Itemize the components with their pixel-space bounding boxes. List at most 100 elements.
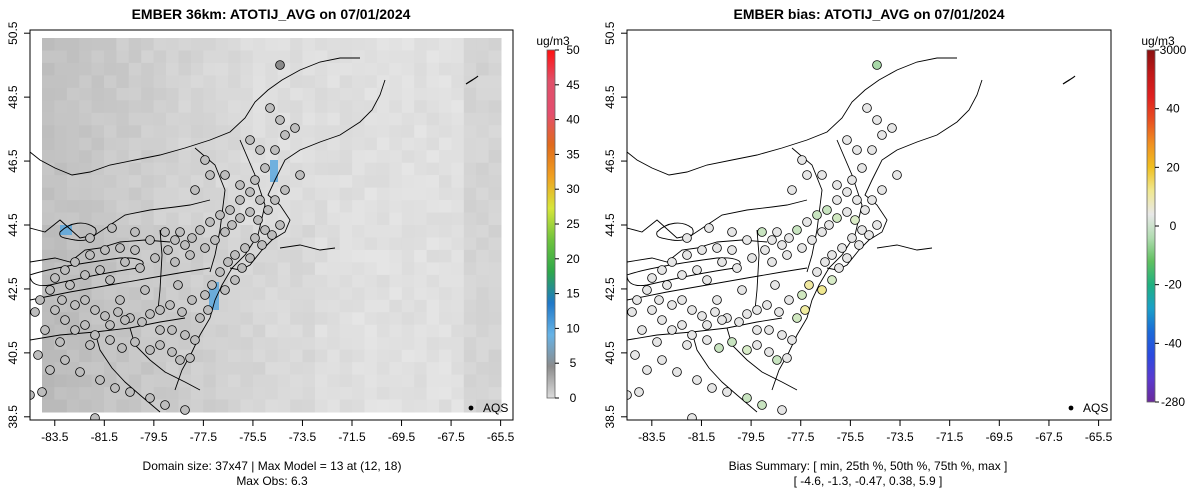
heatmap-cell bbox=[339, 87, 353, 101]
heatmap-cell bbox=[203, 100, 217, 114]
heatmap-cell bbox=[215, 50, 229, 64]
heatmap-cell bbox=[389, 137, 403, 151]
site-point bbox=[774, 307, 784, 317]
heatmap-cell bbox=[401, 87, 415, 101]
y-tick-label: 44.5 bbox=[603, 213, 617, 237]
heatmap-cell bbox=[228, 324, 241, 338]
heatmap-cell bbox=[389, 38, 403, 51]
heatmap-cell bbox=[451, 100, 465, 114]
site-point bbox=[275, 60, 285, 70]
heatmap-cell bbox=[203, 62, 217, 76]
heatmap-cell bbox=[66, 62, 80, 76]
heatmap-cell bbox=[414, 399, 428, 413]
heatmap-cell bbox=[314, 287, 328, 301]
heatmap-cell bbox=[451, 324, 465, 338]
heatmap-cell bbox=[290, 349, 303, 363]
heatmap-cell bbox=[426, 237, 440, 251]
heatmap-cell bbox=[116, 100, 130, 114]
site-point bbox=[173, 280, 183, 290]
heatmap-cell bbox=[488, 125, 502, 139]
site-point bbox=[714, 343, 724, 353]
heatmap-cell bbox=[401, 100, 415, 114]
heatmap-cell bbox=[252, 112, 266, 126]
site-point bbox=[817, 170, 827, 180]
site-point bbox=[702, 275, 712, 285]
heatmap-cell bbox=[79, 374, 93, 388]
heatmap-cell bbox=[426, 50, 440, 64]
colorbar-ramp bbox=[1146, 49, 1156, 403]
heatmap-cell bbox=[166, 399, 179, 413]
heatmap-cell bbox=[228, 312, 241, 326]
site-point bbox=[727, 337, 737, 347]
heatmap-cell bbox=[376, 175, 390, 189]
heatmap-cell bbox=[66, 200, 80, 214]
heatmap-cell bbox=[451, 237, 465, 251]
heatmap-cell bbox=[265, 274, 279, 288]
heatmap-cell bbox=[265, 362, 279, 376]
site-point bbox=[50, 273, 60, 283]
heatmap-cell bbox=[79, 62, 93, 76]
heatmap-cell bbox=[364, 75, 378, 89]
site-point bbox=[160, 227, 170, 237]
heatmap-cell bbox=[290, 374, 303, 388]
heatmap-cell bbox=[290, 100, 303, 114]
heatmap-cell bbox=[178, 62, 192, 76]
heatmap-cell bbox=[277, 387, 291, 401]
heatmap-cell bbox=[91, 50, 105, 64]
heatmap-cell bbox=[414, 125, 428, 139]
colorbar-tick-label: 30 bbox=[566, 182, 580, 196]
colorbar-tick-label: 0 bbox=[1170, 219, 1177, 233]
colorbar-tick-label: 10 bbox=[566, 321, 580, 335]
heatmap-cell bbox=[376, 100, 390, 114]
heatmap-cell bbox=[401, 225, 415, 238]
site-point bbox=[85, 340, 95, 350]
heatmap-cell bbox=[290, 312, 303, 326]
x-tick-label: -67.5 bbox=[437, 430, 465, 444]
heatmap-cell bbox=[104, 362, 117, 376]
heatmap-cell bbox=[54, 150, 68, 164]
heatmap-cell bbox=[215, 349, 229, 363]
heatmap-cell bbox=[401, 362, 415, 376]
island-outline bbox=[1062, 75, 1076, 85]
heatmap-cell bbox=[91, 100, 105, 114]
site-point bbox=[637, 325, 647, 335]
heatmap-cell bbox=[439, 362, 452, 376]
heatmap-cell bbox=[389, 362, 403, 376]
site-point bbox=[704, 223, 714, 233]
heatmap-cell bbox=[178, 38, 192, 51]
x-tick-label: -83.5 bbox=[638, 430, 666, 444]
heatmap-cell bbox=[339, 200, 353, 214]
heatmap-cell bbox=[426, 312, 440, 326]
heatmap-cell bbox=[116, 274, 130, 288]
heatmap-cell bbox=[414, 212, 428, 226]
heatmap-cell bbox=[339, 287, 353, 301]
heatmap-cell bbox=[426, 299, 440, 313]
heatmap-cell bbox=[463, 100, 477, 114]
heatmap-cell bbox=[414, 200, 428, 214]
site-point bbox=[642, 365, 652, 375]
colorbar-tick-label: 20 bbox=[1166, 160, 1180, 174]
heatmap-cell bbox=[302, 125, 316, 139]
heatmap-cell bbox=[128, 374, 142, 388]
heatmap-cell bbox=[476, 62, 490, 76]
heatmap-cell bbox=[426, 374, 440, 388]
heatmap-cell bbox=[190, 274, 204, 288]
heatmap-cell bbox=[426, 337, 440, 351]
heatmap-cell bbox=[228, 399, 241, 413]
colorbar-tick-label: 35 bbox=[566, 147, 580, 161]
heatmap-cell bbox=[104, 287, 117, 301]
heatmap-cell bbox=[451, 387, 465, 401]
heatmap-cell bbox=[414, 312, 428, 326]
site-point bbox=[187, 233, 197, 243]
heatmap-cell bbox=[352, 312, 365, 326]
site-point bbox=[140, 285, 150, 295]
heatmap-cell bbox=[352, 337, 365, 351]
heatmap-cell bbox=[42, 125, 55, 139]
heatmap-cell bbox=[290, 200, 303, 214]
heatmap-cell bbox=[252, 324, 266, 338]
heatmap-cell bbox=[66, 187, 80, 201]
heatmap-cell bbox=[116, 125, 130, 139]
heatmap-cell bbox=[302, 150, 316, 164]
boundary-line bbox=[157, 229, 163, 311]
site-point bbox=[832, 195, 842, 205]
